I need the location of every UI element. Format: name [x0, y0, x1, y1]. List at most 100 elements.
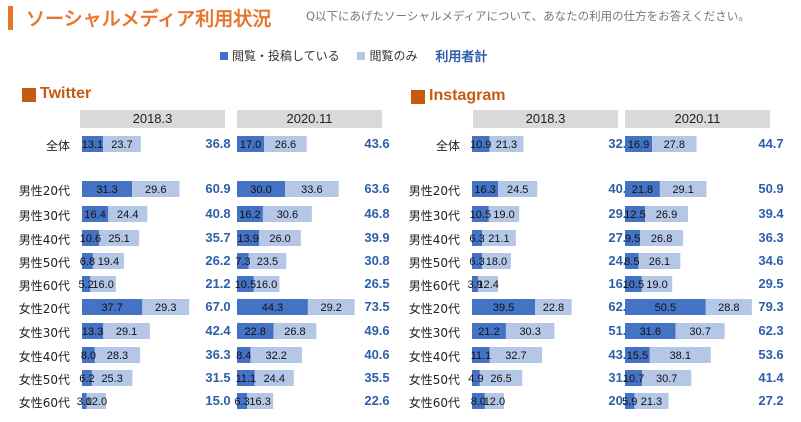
twitter-label-view: 24.4 — [117, 209, 138, 221]
instagram-bar-view — [634, 393, 669, 409]
legend-item-post: 閲覧・投稿している — [220, 48, 343, 63]
instagram-label-view: 21.3 — [496, 139, 517, 151]
instagram-label-post: 10.5 — [470, 209, 491, 221]
twitter-label-post: 3.0 — [77, 396, 92, 408]
instagram-bar-post — [625, 299, 706, 315]
twitter-label-total: 63.6 — [364, 181, 389, 196]
twitter-label-post: 6.3 — [234, 396, 249, 408]
instagram-label-view: 12.4 — [477, 279, 498, 291]
twitter-category-label: 男性60代 — [18, 279, 70, 293]
instagram-category-label: 男性30代 — [408, 209, 460, 223]
instagram-bar-view — [638, 253, 681, 269]
legend-swatch-post — [220, 51, 228, 60]
twitter-bar-view — [98, 230, 140, 246]
instagram-label-post: 10.5 — [623, 279, 644, 291]
twitter-category-label: 女性20代 — [18, 302, 70, 316]
page-title: ソーシャルメディア利用状況 — [26, 8, 272, 30]
twitter-bar-view — [94, 347, 141, 363]
instagram-label-post: 12.5 — [624, 209, 645, 221]
twitter-bar-post — [82, 323, 104, 339]
twitter-period-2018: 2018.3 — [80, 110, 225, 128]
twitter-bar-view — [307, 299, 355, 315]
twitter-bar-view — [108, 206, 148, 222]
twitter-category-label: 男性40代 — [18, 233, 70, 247]
instagram-bar-post — [625, 253, 639, 269]
twitter-bar-view — [92, 253, 124, 269]
instagram-label-post: 50.5 — [655, 302, 676, 314]
instagram-category-label: 男性40代 — [408, 233, 460, 247]
twitter-label-view: 16.3 — [249, 396, 270, 408]
instagram-category-label: 全体 — [435, 139, 460, 153]
legend-label-view: 閲覧のみ — [369, 49, 418, 63]
instagram-category-label: 男性50代 — [408, 256, 460, 270]
instagram-bar-view — [505, 323, 555, 339]
instagram-bar-post — [472, 206, 489, 222]
twitter-bar-post — [82, 181, 133, 197]
title-accent-bar — [8, 6, 13, 30]
twitter-bar-view — [250, 347, 302, 363]
instagram-label-view: 21.1 — [488, 233, 509, 245]
twitter-category-label: 女性30代 — [18, 326, 70, 340]
legend-label-total: 利用者計 — [435, 50, 488, 65]
twitter-bar-post — [237, 276, 254, 292]
twitter-label-post: 16.2 — [239, 209, 260, 221]
twitter-label-view: 32.2 — [265, 350, 286, 362]
twitter-bar-view — [262, 206, 312, 222]
twitter-label-view: 16.0 — [92, 279, 113, 291]
instagram-label-post: 9.5 — [625, 233, 640, 245]
twitter-label-total: 73.5 — [364, 299, 389, 314]
instagram-bar-view — [640, 230, 684, 246]
instagram-label-post: 6.3 — [469, 233, 484, 245]
instagram-bar-post — [625, 347, 650, 363]
twitter-label-view: 25.3 — [101, 373, 122, 385]
instagram-label-post: 31.6 — [640, 326, 661, 338]
instagram-label-total: 44.7 — [758, 136, 783, 151]
twitter-label-total: 39.9 — [364, 230, 389, 245]
instagram-period-2020: 2020.11 — [625, 110, 770, 128]
instagram-section-title: Instagram — [429, 87, 506, 104]
instagram-label-view: 29.1 — [672, 184, 693, 196]
instagram-bar-post — [625, 276, 642, 292]
twitter-label-post: 13.3 — [82, 326, 103, 338]
instagram-label-view: 26.8 — [651, 233, 672, 245]
twitter-bar-view — [259, 230, 301, 246]
instagram-label-post: 16.9 — [628, 139, 649, 151]
instagram-label-post: 8.5 — [624, 256, 639, 268]
twitter-category-label: 女性50代 — [18, 373, 70, 387]
twitter-bar-post — [237, 299, 308, 315]
instagram-label-post: 4.9 — [468, 373, 483, 385]
instagram-bar-post — [625, 370, 643, 386]
twitter-label-total: 30.8 — [364, 253, 389, 268]
twitter-label-view: 26.8 — [284, 326, 305, 338]
twitter-label-view: 19.4 — [98, 256, 119, 268]
twitter-label-view: 29.3 — [155, 302, 176, 314]
twitter-label-post: 8.4 — [236, 350, 251, 362]
twitter-label-post: 8.0 — [81, 350, 96, 362]
instagram-bar-post — [472, 370, 480, 386]
twitter-category-label: 全体 — [45, 139, 70, 153]
instagram-category-label: 女性60代 — [408, 396, 460, 410]
twitter-label-post: 30.0 — [250, 184, 271, 196]
twitter-bar-post — [237, 370, 255, 386]
twitter-category-label: 男性20代 — [18, 184, 70, 198]
twitter-label-post: 13.1 — [82, 139, 103, 151]
twitter-label-total: 36.3 — [205, 347, 230, 362]
twitter-label-post: 17.0 — [240, 139, 261, 151]
twitter-label-view: 26.6 — [275, 139, 296, 151]
twitter-bar-post — [82, 230, 99, 246]
twitter-label-view: 23.7 — [111, 139, 132, 151]
twitter-bar-post — [237, 393, 248, 409]
instagram-bar-post — [472, 347, 490, 363]
instagram-label-total: 29.5 — [758, 276, 783, 291]
twitter-bar-view — [254, 370, 294, 386]
twitter-bar-post — [237, 347, 251, 363]
twitter-label-view: 29.1 — [116, 326, 137, 338]
twitter-label-total: 49.6 — [364, 323, 389, 338]
instagram-bar-post — [625, 230, 641, 246]
twitter-bar-post — [82, 393, 87, 409]
instagram-bar-view — [484, 393, 504, 409]
twitter-bar-view — [86, 393, 106, 409]
instagram-label-post: 8.0 — [471, 396, 486, 408]
twitter-bar-post — [237, 206, 263, 222]
twitter-label-total: 46.8 — [364, 206, 389, 221]
